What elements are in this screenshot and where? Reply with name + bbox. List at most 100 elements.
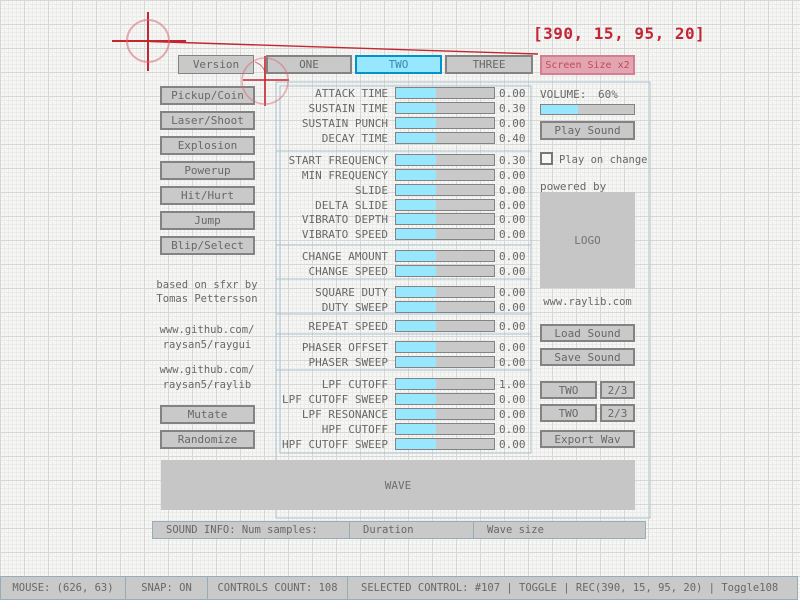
slider-row: SQUARE DUTY 0.00 <box>255 286 526 299</box>
slider-label: SUSTAIN PUNCH <box>301 117 388 130</box>
slider-phaser-sweep[interactable] <box>395 356 495 368</box>
slider-lpf-resonance[interactable] <box>395 408 495 420</box>
slider-row: SUSTAIN PUNCH 0.00 <box>255 117 526 130</box>
randomize-button[interactable]: Randomize <box>160 430 255 449</box>
slider-vibrato-speed[interactable] <box>395 228 495 240</box>
slider-sustain-time[interactable] <box>395 102 495 114</box>
slider-lpf-cutoff-sweep[interactable] <box>395 393 495 405</box>
slider-phaser-offset[interactable] <box>395 341 495 353</box>
slider-min-frequency[interactable] <box>395 169 495 181</box>
github-raygui-link: raysan5/raygui <box>162 339 252 351</box>
slider-hpf-cutoff-sweep[interactable] <box>395 438 495 450</box>
preset-button-pickup-coin[interactable]: Pickup/Coin <box>160 86 255 105</box>
play-on-change-label: Play on change <box>559 154 648 166</box>
slider-value: 0.00 <box>499 87 526 100</box>
slider-row: LPF RESONANCE 0.00 <box>255 408 526 421</box>
volume-slider-fill <box>541 105 579 114</box>
selected-rect-readout: [390, 15, 95, 20] <box>533 24 706 43</box>
slider-sustain-punch[interactable] <box>395 117 495 129</box>
slider-label: VIBRATO SPEED <box>301 228 388 241</box>
status-snap-mode: SNAP: ON <box>125 576 208 600</box>
slider-value: 0.00 <box>499 438 526 451</box>
slider-row: START FREQUENCY 0.30 <box>255 154 526 166</box>
slider-change-speed[interactable] <box>395 265 495 277</box>
slider-fill <box>396 266 437 276</box>
preset-button-jump[interactable]: Jump <box>160 211 255 230</box>
slider-fill <box>396 287 437 297</box>
slider-value: 0.40 <box>499 132 526 145</box>
slider-value: 0.00 <box>499 199 526 212</box>
slider-row: PHASER OFFSET 0.00 <box>255 341 526 354</box>
preset-button-laser-shoot[interactable]: Laser/Shoot <box>160 111 255 130</box>
export-wav-button[interactable]: Export Wav <box>540 430 635 448</box>
preset-button-hit-hurt[interactable]: Hit/Hurt <box>160 186 255 205</box>
slider-row: CHANGE SPEED 0.00 <box>255 265 526 277</box>
slider-lpf-cutoff[interactable] <box>395 378 495 390</box>
slider-decay-time[interactable] <box>395 132 495 144</box>
slider-label: CHANGE AMOUNT <box>301 250 388 263</box>
play-sound-button[interactable]: Play Sound <box>540 121 635 140</box>
slider-label: SUSTAIN TIME <box>308 102 388 115</box>
slider-row: DELTA SLIDE 0.00 <box>255 199 526 212</box>
github-raylib-link: raysan5/raylib <box>162 379 252 391</box>
screen-size-toggle[interactable]: Screen Size x2 <box>540 55 635 75</box>
slider-row: LPF CUTOFF 1.00 <box>255 378 526 390</box>
slider-fill <box>396 103 437 113</box>
save-sound-button[interactable]: Save Sound <box>540 348 635 366</box>
sound-info-wave-size: Wave size <box>473 521 646 539</box>
slider-value: 0.00 <box>499 250 526 263</box>
slider-delta-slide[interactable] <box>395 199 495 211</box>
github-raygui-link: www.github.com/ <box>159 324 255 336</box>
slider-row: REPEAT SPEED 0.00 <box>255 320 526 332</box>
tab-one[interactable]: ONE <box>266 55 352 74</box>
slider-square-duty[interactable] <box>395 286 495 298</box>
wave-type-dropdown[interactable]: TWO <box>540 381 597 399</box>
slider-vibrato-depth[interactable] <box>395 213 495 225</box>
volume-slider[interactable] <box>540 104 635 115</box>
slider-start-frequency[interactable] <box>395 154 495 166</box>
anchor-link-curve <box>254 61 266 79</box>
slider-value: 0.30 <box>499 102 526 115</box>
slider-fill <box>396 118 437 128</box>
sample-rate-dropdown[interactable]: TWO <box>540 404 597 422</box>
mutate-button[interactable]: Mutate <box>160 405 255 424</box>
version-button[interactable]: Version <box>178 55 254 74</box>
slider-fill <box>396 342 437 352</box>
slider-row: VIBRATO DEPTH 0.00 <box>255 213 526 226</box>
slider-slide[interactable] <box>395 184 495 196</box>
preset-button-explosion[interactable]: Explosion <box>160 136 255 155</box>
slider-value: 0.00 <box>499 184 526 197</box>
slider-value: 0.00 <box>499 169 526 182</box>
tab-two[interactable]: TWO <box>355 55 442 74</box>
slider-fill <box>396 357 437 367</box>
slider-fill <box>396 379 437 389</box>
slider-label: ATTACK TIME <box>315 87 388 100</box>
load-sound-button[interactable]: Load Sound <box>540 324 635 342</box>
preset-button-blip-select[interactable]: Blip/Select <box>160 236 255 255</box>
slider-row: LPF CUTOFF SWEEP 0.00 <box>255 393 526 406</box>
slider-duty-sweep[interactable] <box>395 301 495 313</box>
slider-label: VIBRATO DEPTH <box>301 213 388 226</box>
status-controls-count: CONTROLS COUNT: 108 <box>207 576 348 600</box>
slider-value: 0.00 <box>499 286 526 299</box>
wave-type-page-button[interactable]: 2/3 <box>600 381 635 399</box>
slider-label: PHASER OFFSET <box>301 341 388 354</box>
slider-value: 0.00 <box>499 393 526 406</box>
slider-change-amount[interactable] <box>395 250 495 262</box>
tab-three[interactable]: THREE <box>445 55 533 74</box>
slider-fill <box>396 424 437 434</box>
preset-button-powerup[interactable]: Powerup <box>160 161 255 180</box>
status-mouse-position: MOUSE: (626, 63) <box>0 576 126 600</box>
slider-fill <box>396 439 437 449</box>
slider-attack-time[interactable] <box>395 87 495 99</box>
slider-value: 0.00 <box>499 408 526 421</box>
slider-value: 0.00 <box>499 117 526 130</box>
play-on-change-checkbox[interactable] <box>540 152 553 165</box>
slider-repeat-speed[interactable] <box>395 320 495 332</box>
slider-value: 0.00 <box>499 341 526 354</box>
sample-rate-page-button[interactable]: 2/3 <box>600 404 635 422</box>
slider-hpf-cutoff[interactable] <box>395 423 495 435</box>
slider-row: PHASER SWEEP 0.00 <box>255 356 526 369</box>
slider-label: PHASER SWEEP <box>308 356 388 369</box>
